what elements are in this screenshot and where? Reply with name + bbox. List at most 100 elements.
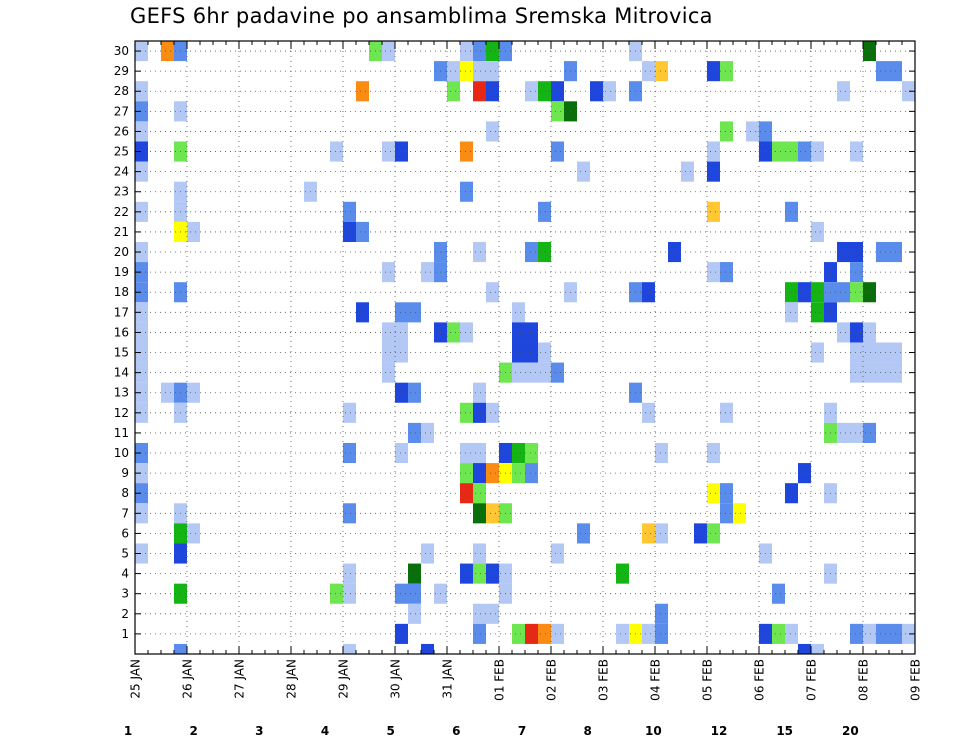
heatmap-cell [174,643,187,654]
heatmap-cell [720,402,733,423]
y-tick-label: 23 [114,185,129,199]
heatmap-cell [668,241,681,263]
heatmap-cell [707,61,720,82]
heatmap-cell [486,61,499,82]
heatmap-cell [486,563,499,584]
heatmap-cell [473,382,486,403]
heatmap-cell [486,282,499,303]
x-tick-label: 25 JAN [129,659,143,699]
heatmap-cell [642,623,655,644]
x-tick-label: 06 FEB [753,659,767,701]
colorbar-label: 20 [842,724,859,738]
heatmap-cell [135,442,148,464]
y-tick-label: 22 [114,205,129,219]
heatmap-cell [343,442,356,464]
y-tick-label: 30 [114,44,129,58]
heatmap-cell [135,382,148,403]
heatmap-cell [811,302,824,323]
heatmap-cell [356,302,369,323]
heatmap-cell [395,382,408,403]
heatmap-cell [850,362,863,383]
heatmap-cell [720,503,733,524]
heatmap-cell [551,623,564,644]
heatmap-cell [135,503,148,524]
heatmap-cell [850,342,863,363]
y-tick-label: 10 [114,446,129,460]
y-tick-label: 19 [114,265,129,279]
heatmap-cell [850,141,863,162]
y-tick-label: 24 [114,165,129,179]
x-tick-label: 03 FEB [597,659,611,701]
heatmap-cell [382,362,395,383]
heatmap-cell [538,342,551,363]
heatmap-cell [642,61,655,82]
heatmap-cell [408,603,421,624]
heatmap-cell [421,422,434,443]
heatmap-cell [707,141,720,162]
y-tick-label: 1 [121,627,129,641]
heatmap-cell [785,141,798,162]
heatmap-cell [525,81,538,102]
heatmap-cell [876,342,889,363]
heatmap-cell [343,583,356,604]
heatmap-cell [538,241,551,263]
x-tick-label: 31 JAN [441,659,455,699]
heatmap-cell [863,322,876,343]
heatmap-cell [512,623,525,644]
heatmap-cell [356,81,369,102]
heatmap-cell [330,583,343,604]
heatmap-cell [512,322,525,343]
y-tick-label: 20 [114,245,129,259]
y-tick-label: 25 [114,145,129,159]
heatmap-cell [421,543,434,564]
heatmap-cell [135,543,148,564]
heatmap-cell [473,442,486,464]
heatmap-cell [811,282,824,303]
y-tick-label: 29 [114,64,129,78]
colorbar: 1 2 3 4 5 6 7 8 10 12 15 20 [124,724,859,738]
heatmap-cell [473,402,486,423]
heatmap-cell [616,623,629,644]
heatmap-cell [525,362,538,383]
heatmap-cell [486,121,499,142]
heatmap-cell [161,41,174,62]
heatmap-cell [447,61,460,82]
heatmap-cell [382,262,395,283]
heatmap-cell [408,583,421,604]
y-tick-label: 5 [121,547,129,561]
heatmap-cell [551,543,564,564]
heatmap-cell [551,362,564,383]
heatmap-cell [473,41,486,62]
heatmap-cell [720,121,733,142]
heatmap-cell [486,603,499,624]
heatmap-cell [538,623,551,644]
chart-title: GEFS 6hr padavine po ansamblima Sremska … [130,4,713,28]
x-tick-label: 26 JAN [181,659,195,699]
heatmap-cell [460,402,473,423]
heatmap-cell [850,241,863,263]
heatmap-cell [525,342,538,363]
heatmap-cell [538,362,551,383]
heatmap-cell [135,362,148,383]
heatmap-cell [837,422,850,443]
heatmap-cell [525,442,538,464]
heatmap-cell [161,382,174,403]
heatmap-cell [655,603,668,624]
heatmap-cell [798,643,811,654]
heatmap-cell [408,302,421,323]
y-tick-label: 16 [114,325,129,339]
heatmap-cell [707,201,720,222]
grid-lines [135,41,915,654]
heatmap-cell [577,523,590,544]
heatmap-cell [343,643,356,654]
heatmap-cell [343,221,356,242]
y-tick-label: 14 [114,366,129,380]
heatmap-cell [863,362,876,383]
colorbar-label: 3 [255,724,263,738]
heatmap-cell [135,262,148,283]
heatmap-cell [408,422,421,443]
heatmap-cell [655,442,668,464]
heatmap-cell [135,302,148,323]
heatmap-cell [577,161,590,182]
heatmap-cell [772,583,785,604]
